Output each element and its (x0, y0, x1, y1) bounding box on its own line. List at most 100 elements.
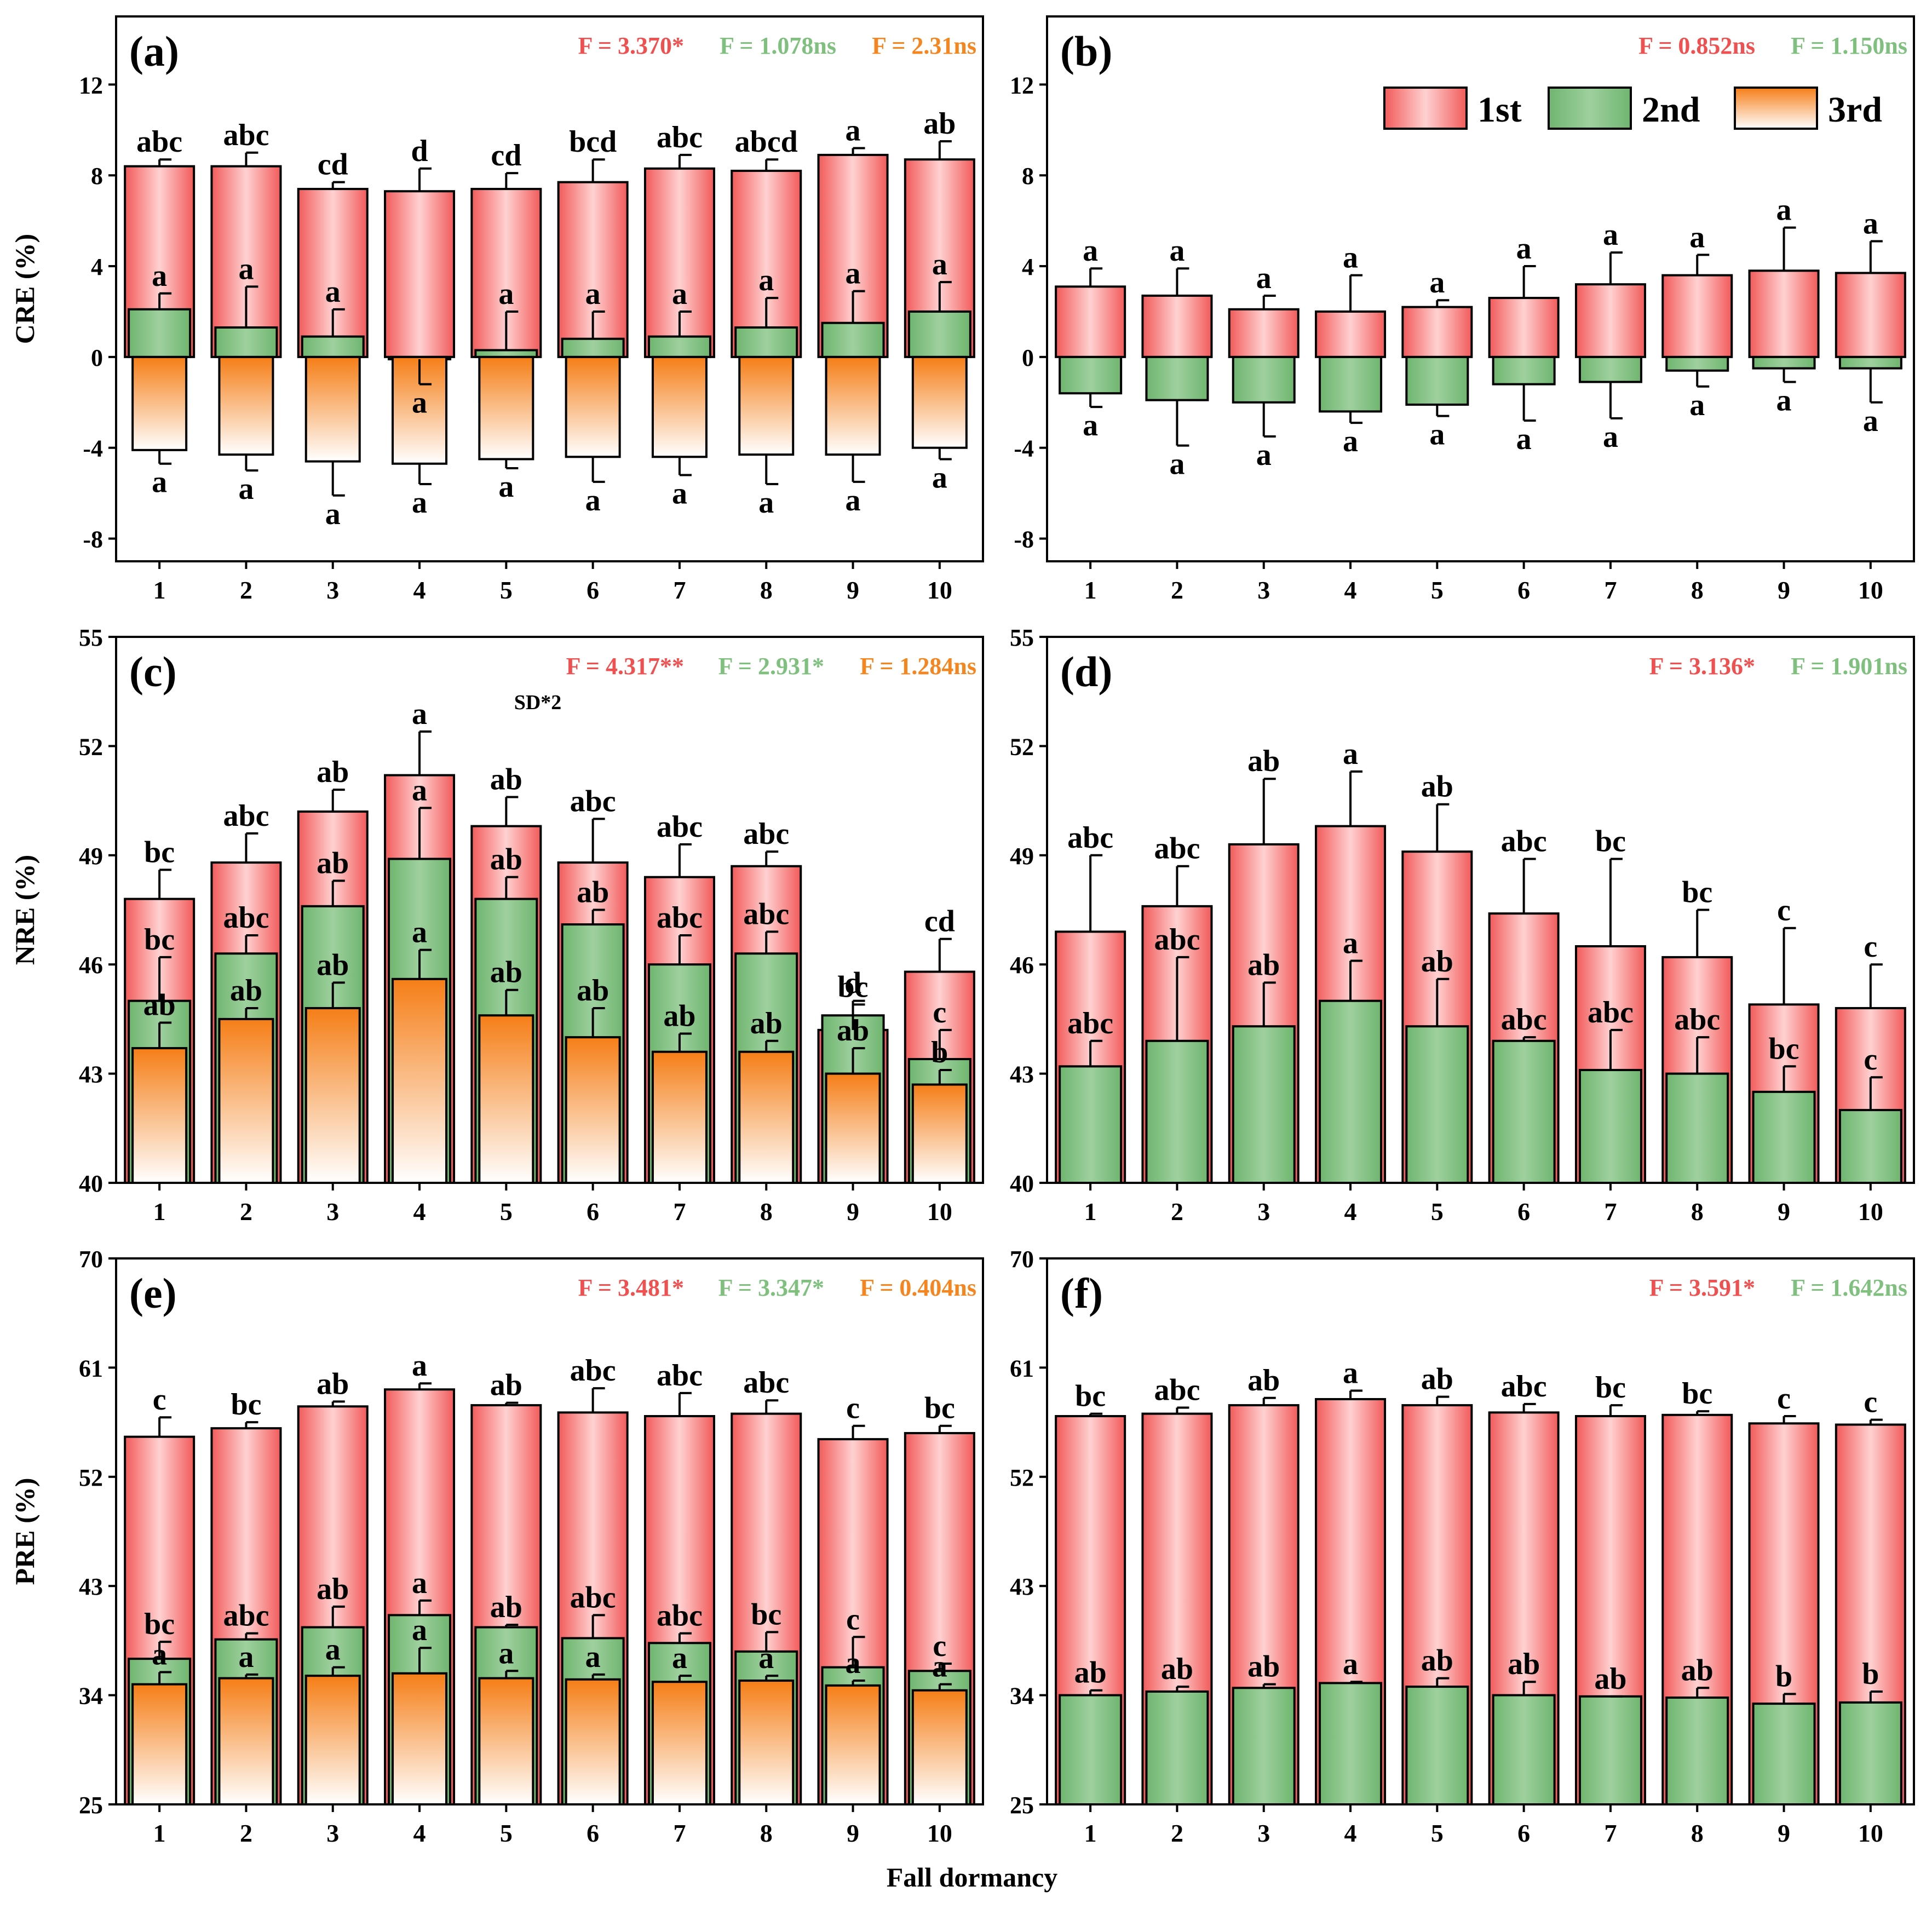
letter-1st-5: cd (491, 139, 521, 172)
x-tick-label: 4 (1344, 1819, 1357, 1847)
letter-3rd-5: ab (490, 956, 522, 990)
panel-label: (a) (129, 27, 179, 75)
letter-2nd-5: a (498, 277, 514, 311)
y-axis-title: PRE (%) (9, 1478, 40, 1585)
letter-3rd-10: a (932, 1650, 947, 1684)
x-tick-label: 7 (1604, 1819, 1617, 1847)
letter-2nd-1: abc (1067, 1007, 1113, 1040)
letter-3rd-7: a (672, 476, 687, 510)
letter-2nd-3: ab (1247, 948, 1280, 982)
letter-1st-6: abc (570, 1354, 616, 1388)
x-tick-label: 2 (240, 576, 252, 604)
panel-label: (d) (1060, 648, 1112, 695)
letter-2nd-5: ab (490, 843, 522, 877)
letter-3rd-4: a (412, 486, 427, 520)
x-tick-label: 7 (673, 1819, 686, 1847)
letter-2nd-4: a (1343, 927, 1358, 961)
bar-1st-4 (384, 190, 456, 358)
letter-1st-1: abc (136, 125, 182, 159)
bar-1st-3 (1228, 308, 1300, 358)
y-tick-label: 52 (1010, 1464, 1034, 1491)
bar-3rd-3 (304, 355, 361, 463)
y-tick-label: 43 (79, 1573, 103, 1600)
letter-1st-3: cd (318, 148, 348, 182)
y-tick-label: 40 (1010, 1170, 1034, 1197)
y-tick-label: 43 (79, 1061, 103, 1088)
y-tick-label: 25 (1010, 1792, 1034, 1819)
letter-1st-1: a (1083, 234, 1098, 268)
y-tick-label: 55 (1010, 624, 1034, 651)
letter-1st-2: bc (231, 1388, 261, 1422)
x-tick-label: 6 (586, 1819, 599, 1847)
letter-2nd-5: ab (490, 1590, 522, 1624)
letter-1st-7: bc (1595, 1371, 1626, 1405)
bar-1st-5 (1401, 306, 1473, 358)
bar-2nd-9 (1752, 1090, 1816, 1184)
y-tick-label: 43 (1010, 1061, 1034, 1088)
y-tick-label: 4 (91, 254, 103, 280)
bar-3rd-1 (131, 1683, 188, 1805)
letter-3rd-8: a (758, 1641, 774, 1675)
letter-3rd-2: a (238, 472, 254, 506)
bar-2nd-8 (1665, 355, 1729, 372)
y-tick-label: 46 (79, 952, 103, 979)
x-tick-label: 4 (413, 1819, 426, 1847)
bar-2nd-10 (1838, 1109, 1902, 1184)
bar-2nd-9 (1752, 1703, 1816, 1805)
x-tick-label: 2 (1171, 1198, 1183, 1226)
bar-2nd-3 (1232, 1025, 1296, 1184)
y-tick-label: -4 (83, 435, 103, 462)
letter-1st-9: c (1777, 1382, 1791, 1416)
letter-2nd-10: a (1863, 404, 1878, 438)
bar-2nd-3 (301, 335, 365, 358)
letter-2nd-8: abc (1674, 1003, 1720, 1037)
bar-2nd-6 (1492, 1694, 1556, 1806)
letter-2nd-9: c (846, 1602, 860, 1636)
bar-1st-1 (1055, 285, 1126, 358)
letter-2nd-5: ab (1421, 945, 1453, 979)
letter-3rd-10: a (932, 461, 947, 494)
y-tick-label: 49 (1010, 843, 1034, 870)
letter-1st-4: a (1343, 1356, 1358, 1390)
x-tick-label: 3 (1257, 1819, 1270, 1847)
bar-2nd-2 (214, 326, 278, 358)
x-tick-label: 8 (1691, 1819, 1704, 1847)
letter-2nd-8: abc (743, 897, 789, 931)
letter-2nd-2: ab (1161, 1652, 1193, 1686)
bar-2nd-7 (1578, 1068, 1642, 1184)
bar-3rd-9 (825, 1072, 881, 1184)
letter-2nd-1: a (1083, 409, 1098, 442)
y-tick-label: 4 (1022, 254, 1034, 280)
letter-2nd-6: a (1516, 422, 1532, 456)
bar-3rd-9 (825, 1684, 881, 1805)
panel-e: c bc ab a ab abc abc abc c bc bc abc ab a ab abc abc bc c c… (9, 1246, 984, 1847)
letter-1st-2: abc (1154, 1373, 1200, 1407)
panel-f: bc abc ab a ab abc bc bc c cab ab ab a ab ab ab ab b b2534… (1010, 1246, 1915, 1847)
x-tick-label: 8 (1691, 1198, 1704, 1226)
letter-2nd-10: c (1864, 1043, 1877, 1077)
letter-2nd-6: ab (1508, 1647, 1540, 1681)
letter-2nd-4: a (1343, 1647, 1358, 1681)
y-tick-label: -8 (83, 526, 103, 553)
letter-2nd-8: ab (1681, 1653, 1714, 1687)
bar-3rd-8 (738, 1050, 795, 1184)
y-tick-label: 40 (79, 1170, 103, 1197)
x-tick-label: 10 (927, 1819, 952, 1847)
bar-1st-2 (1141, 294, 1213, 358)
letter-2nd-6: abc (1501, 1003, 1547, 1037)
y-tick-label: 52 (1010, 733, 1034, 760)
bar-2nd-3 (1232, 1687, 1296, 1805)
x-tick-label: 9 (1778, 1819, 1790, 1847)
x-tick-label: 8 (760, 1198, 773, 1226)
plot-frame (115, 15, 984, 562)
bar-2nd-2 (1145, 355, 1209, 401)
bar-1st-10 (1835, 272, 1906, 358)
letter-2nd-9: a (1776, 383, 1792, 417)
letter-3rd-6: ab (577, 974, 609, 1008)
bar-3rd-10 (911, 355, 968, 449)
x-tick-label: 7 (673, 1198, 686, 1226)
x-tick-label: 3 (326, 1198, 339, 1226)
bar-2nd-3 (1232, 355, 1296, 404)
